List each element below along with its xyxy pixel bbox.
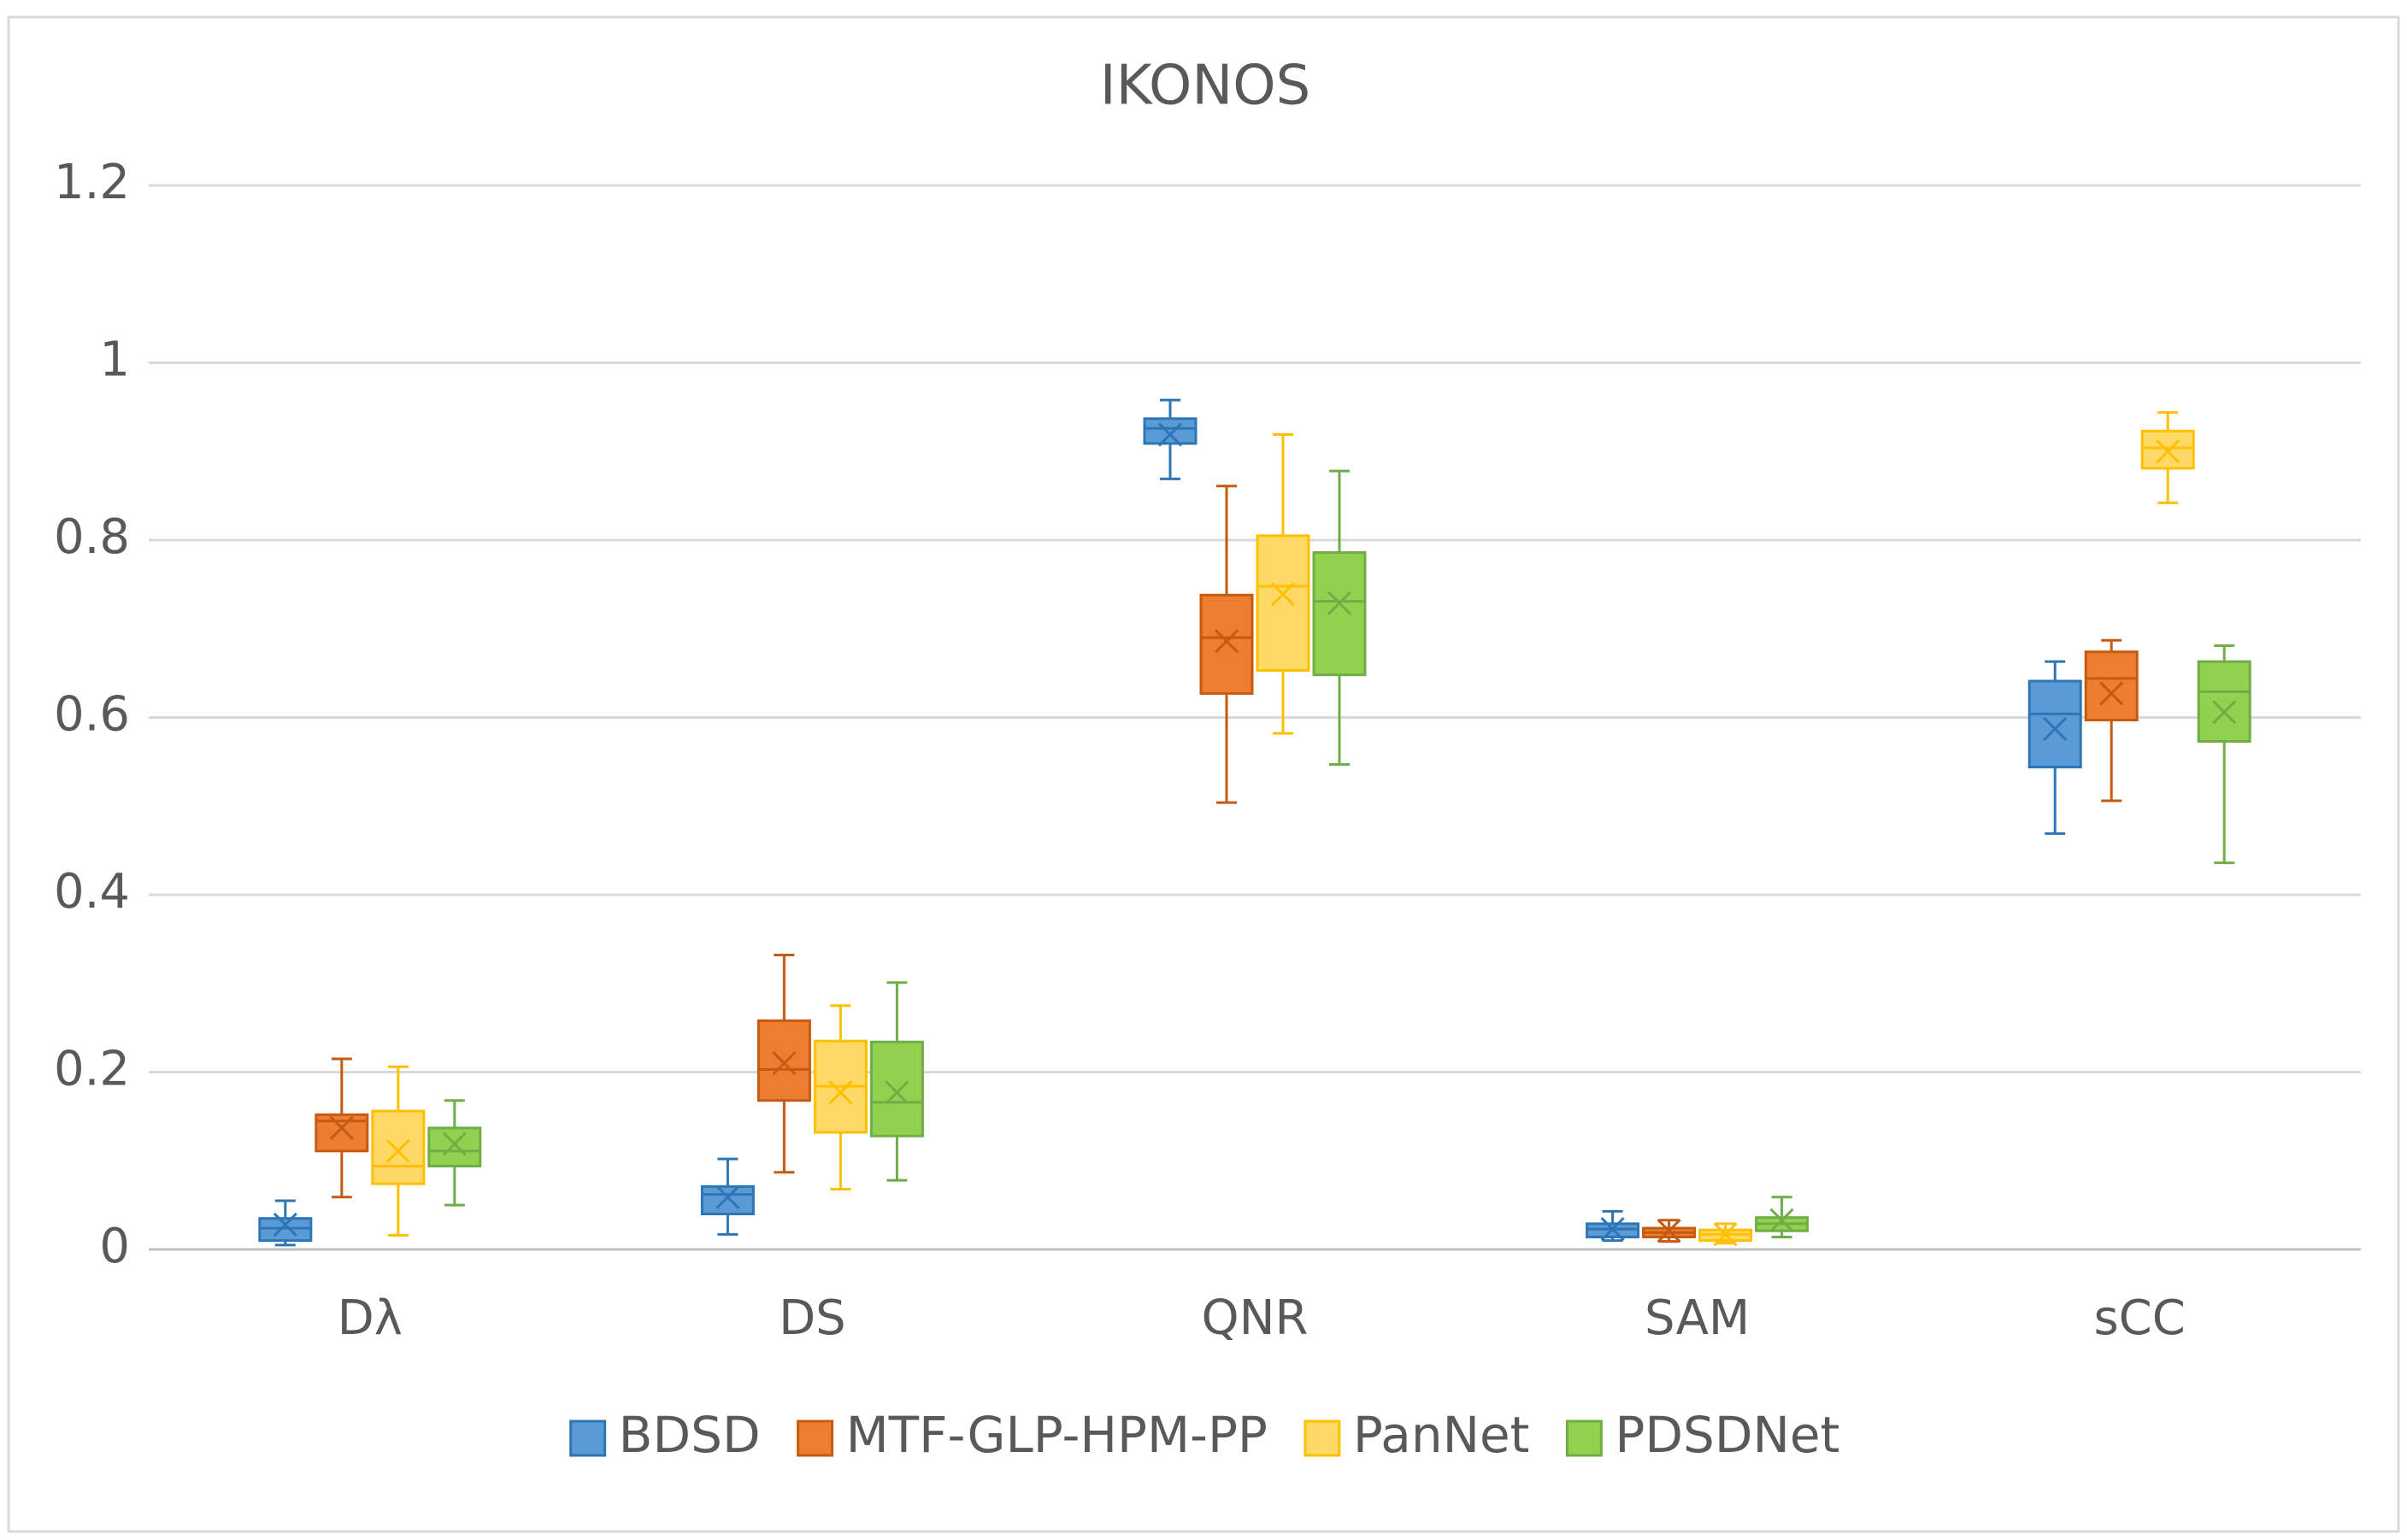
legend-label: BDSD: [619, 1406, 761, 1464]
chart-title: IKONOS: [1100, 55, 1311, 118]
mean-marker: [1713, 1222, 1738, 1247]
mean-marker: [442, 1131, 467, 1156]
box: [1256, 534, 1310, 673]
mean-marker: [885, 1080, 909, 1105]
box: [2197, 660, 2251, 744]
mean-marker: [2099, 681, 2124, 706]
box: [1143, 417, 1198, 445]
box: [700, 1184, 755, 1216]
mean-marker: [772, 1051, 797, 1076]
y-tick-label: 0.4: [54, 864, 130, 920]
x-tick-label: DS: [779, 1290, 846, 1346]
mean-marker: [1769, 1208, 1794, 1232]
box: [427, 1126, 482, 1167]
box: [258, 1217, 313, 1243]
x-tick-label: Dλ: [338, 1290, 403, 1346]
x-tick-label: SAM: [1645, 1290, 1750, 1346]
mean-marker: [715, 1184, 740, 1209]
box: [371, 1109, 426, 1185]
x-tick-label: QNR: [1202, 1290, 1309, 1346]
mean-marker: [1270, 582, 1296, 607]
legend-swatch: [1304, 1420, 1341, 1457]
y-tick-label: 1.2: [54, 155, 130, 210]
mean-marker: [1214, 629, 1239, 654]
mean-marker: [1657, 1219, 1681, 1243]
y-tick-label: 0.2: [54, 1042, 130, 1097]
y-tick-label: 0: [99, 1219, 130, 1274]
mean-marker: [1327, 591, 1352, 615]
mean-marker: [1157, 422, 1183, 447]
legend-swatch: [569, 1420, 607, 1457]
mean-marker: [2043, 716, 2068, 742]
chart-border: [7, 15, 2400, 1533]
legend-label: PanNet: [1353, 1406, 1529, 1464]
box: [2084, 650, 2139, 722]
mean-marker: [273, 1212, 297, 1237]
box: [869, 1040, 924, 1137]
mean-marker: [2212, 700, 2237, 725]
legend-swatch: [1565, 1420, 1603, 1457]
mean-marker: [385, 1138, 410, 1163]
y-tick-label: 1: [99, 332, 130, 388]
legend-label: PDSDNet: [1615, 1406, 1839, 1464]
box: [756, 1019, 811, 1102]
mean-marker: [2156, 439, 2180, 464]
box: [1199, 593, 1254, 695]
mean-marker: [828, 1080, 853, 1105]
box: [1312, 551, 1367, 677]
legend-label: MTF-GLP-HPM-PP: [846, 1406, 1268, 1464]
y-tick-label: 0.6: [54, 687, 130, 743]
box: [2027, 679, 2082, 769]
x-tick-label: sCC: [2094, 1290, 2186, 1346]
mean-marker: [329, 1115, 354, 1140]
legend-swatch: [797, 1420, 834, 1457]
mean-marker: [1600, 1217, 1625, 1242]
y-tick-label: 0.8: [54, 509, 130, 565]
